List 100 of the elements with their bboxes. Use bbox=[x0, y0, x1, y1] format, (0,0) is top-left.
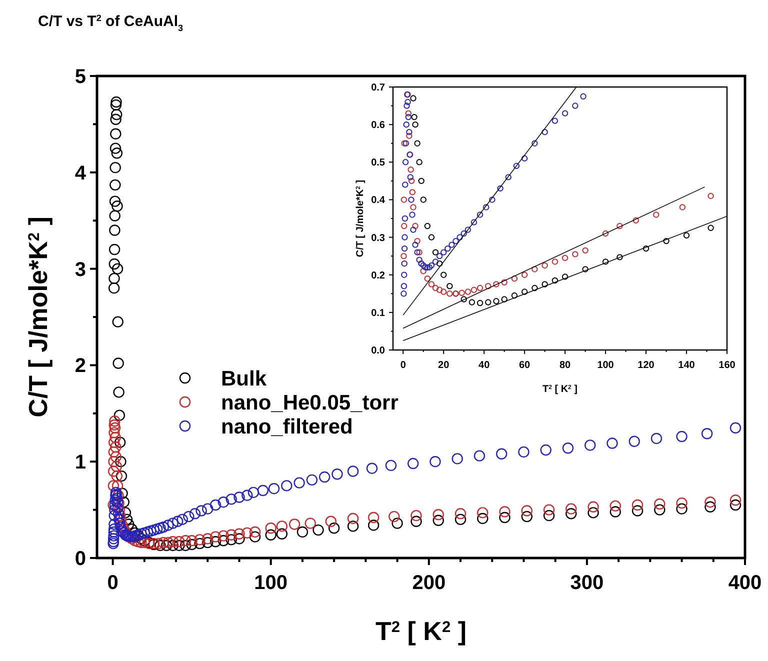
point bbox=[410, 226, 416, 233]
point bbox=[400, 290, 407, 297]
point bbox=[460, 296, 467, 302]
point bbox=[456, 234, 463, 240]
point bbox=[483, 204, 490, 210]
point bbox=[412, 222, 418, 230]
point bbox=[436, 260, 443, 267]
x-tick-label: 120 bbox=[638, 360, 655, 371]
point bbox=[428, 234, 435, 240]
point bbox=[408, 196, 414, 203]
point bbox=[414, 238, 420, 244]
point bbox=[663, 238, 670, 244]
point bbox=[440, 272, 447, 278]
point bbox=[400, 283, 408, 290]
y-tick-label: 0.1 bbox=[371, 308, 386, 319]
point bbox=[402, 159, 409, 166]
point bbox=[401, 272, 408, 278]
point bbox=[460, 230, 467, 237]
point bbox=[424, 222, 431, 230]
point bbox=[410, 95, 416, 102]
x-tick-label: 160 bbox=[718, 360, 736, 371]
point bbox=[436, 252, 443, 260]
point bbox=[407, 174, 414, 180]
point bbox=[602, 230, 609, 237]
point bbox=[602, 258, 609, 265]
x-tick-label: 0 bbox=[107, 572, 118, 594]
point bbox=[532, 266, 538, 272]
point bbox=[501, 296, 508, 302]
point bbox=[404, 98, 411, 106]
y-tick-label: 0.7 bbox=[371, 82, 386, 94]
point bbox=[511, 292, 518, 299]
point bbox=[406, 128, 412, 136]
y-tick-label: 0.5 bbox=[371, 158, 386, 169]
point bbox=[562, 110, 568, 116]
point bbox=[440, 249, 447, 256]
point bbox=[582, 266, 588, 272]
point bbox=[401, 260, 408, 267]
point bbox=[552, 277, 558, 284]
point bbox=[511, 276, 518, 282]
x-tick-label: 300 bbox=[570, 572, 604, 594]
point bbox=[505, 174, 512, 180]
point bbox=[416, 159, 422, 166]
point bbox=[683, 232, 690, 238]
legend-label: nano_filtered bbox=[221, 415, 353, 438]
point bbox=[485, 299, 492, 306]
point bbox=[476, 212, 484, 218]
point bbox=[464, 226, 471, 233]
point bbox=[410, 204, 416, 210]
point bbox=[408, 178, 415, 184]
y-tick-label: 0.6 bbox=[371, 120, 386, 132]
point bbox=[432, 258, 439, 265]
y-tick-label: 0.4 bbox=[371, 195, 386, 206]
x-tick-label: 20 bbox=[438, 360, 450, 371]
point bbox=[616, 222, 623, 230]
x-tick-label: 140 bbox=[678, 360, 696, 371]
point bbox=[406, 132, 412, 139]
point bbox=[485, 283, 492, 290]
point bbox=[470, 286, 478, 293]
point bbox=[532, 284, 538, 292]
point bbox=[432, 284, 439, 292]
x-tick-label: 80 bbox=[560, 360, 572, 371]
point bbox=[452, 238, 459, 244]
point bbox=[562, 254, 568, 262]
point bbox=[409, 212, 416, 218]
point bbox=[632, 217, 640, 224]
point bbox=[616, 254, 623, 260]
y-tick-label: 0 bbox=[74, 548, 86, 570]
point bbox=[476, 300, 484, 306]
point bbox=[493, 298, 500, 304]
point bbox=[401, 245, 408, 252]
point bbox=[440, 288, 447, 295]
point bbox=[401, 222, 408, 230]
point bbox=[424, 276, 431, 282]
point bbox=[521, 272, 528, 278]
point bbox=[497, 185, 504, 192]
point bbox=[552, 258, 558, 265]
point bbox=[572, 102, 578, 109]
point bbox=[400, 196, 408, 203]
point bbox=[448, 242, 455, 248]
point bbox=[432, 249, 439, 256]
point bbox=[420, 268, 426, 274]
y-tick-label: 0.0 bbox=[371, 346, 386, 356]
x-tick-label: 60 bbox=[519, 360, 531, 371]
point bbox=[464, 288, 471, 295]
point bbox=[411, 114, 418, 120]
point bbox=[493, 281, 500, 288]
point bbox=[418, 178, 424, 184]
y-tick-label: 5 bbox=[74, 66, 86, 88]
point bbox=[446, 283, 453, 290]
point bbox=[679, 204, 686, 210]
point bbox=[403, 121, 410, 128]
point bbox=[400, 252, 407, 260]
point bbox=[402, 234, 408, 240]
point bbox=[580, 93, 586, 100]
point bbox=[412, 242, 418, 248]
point bbox=[521, 155, 528, 162]
point bbox=[476, 284, 484, 292]
point bbox=[521, 288, 528, 295]
point bbox=[428, 281, 435, 288]
y-tick-label: 0.2 bbox=[371, 270, 386, 282]
